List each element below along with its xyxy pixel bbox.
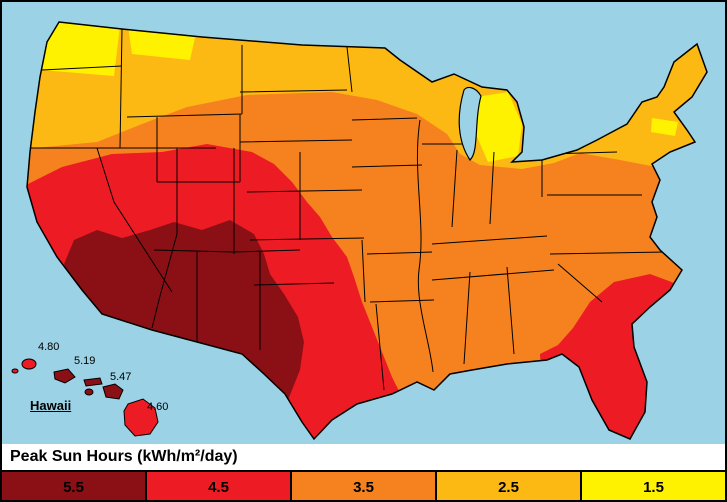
legend-cell-1-5: 1.5 [580,472,725,500]
hawaii-value-bigisland: 4.60 [147,401,169,413]
legend-cell-5-5: 5.5 [2,472,145,500]
zone-1-5-patches [40,22,678,162]
legend-cell-3-5: 3.5 [290,472,435,500]
legend-cell-4-5: 4.5 [145,472,290,500]
hawaii-island-niihau [11,368,19,374]
us-solar-map [11,21,708,441]
legend: Peak Sun Hours (kWh/m²/day) 5.5 4.5 3.5 … [2,444,725,500]
zone-1-5-newengland [651,118,678,136]
hawaii-value-oahu: 5.19 [74,355,96,367]
legend-scale: 5.5 4.5 3.5 2.5 1.5 [2,470,725,500]
legend-title: Peak Sun Hours (kWh/m²/day) [2,444,725,470]
zone-1-5-michigan [470,92,522,162]
us-outline [26,21,708,441]
map-area: 4.80 5.19 5.47 4.60 Hawaii [2,2,725,444]
hawaii-island-oahu [53,368,76,384]
hawaii-island-lanai [84,388,94,396]
hawaii-island-bigisland [123,398,159,437]
hawaii-island-kauai [21,358,37,370]
state-borders [27,28,668,391]
zone-1-5-washington [40,22,120,76]
hawaii-value-maui: 5.47 [110,371,132,383]
legend-cell-2-5: 2.5 [435,472,580,500]
hawaii-island-maui [102,383,124,400]
hawaii-island-molokai [83,377,103,387]
hawaii-value-kauai: 4.80 [38,341,60,353]
lake-michigan [458,86,482,161]
hawaii-label: Hawaii [30,398,72,413]
hawaii-islands [11,358,159,437]
